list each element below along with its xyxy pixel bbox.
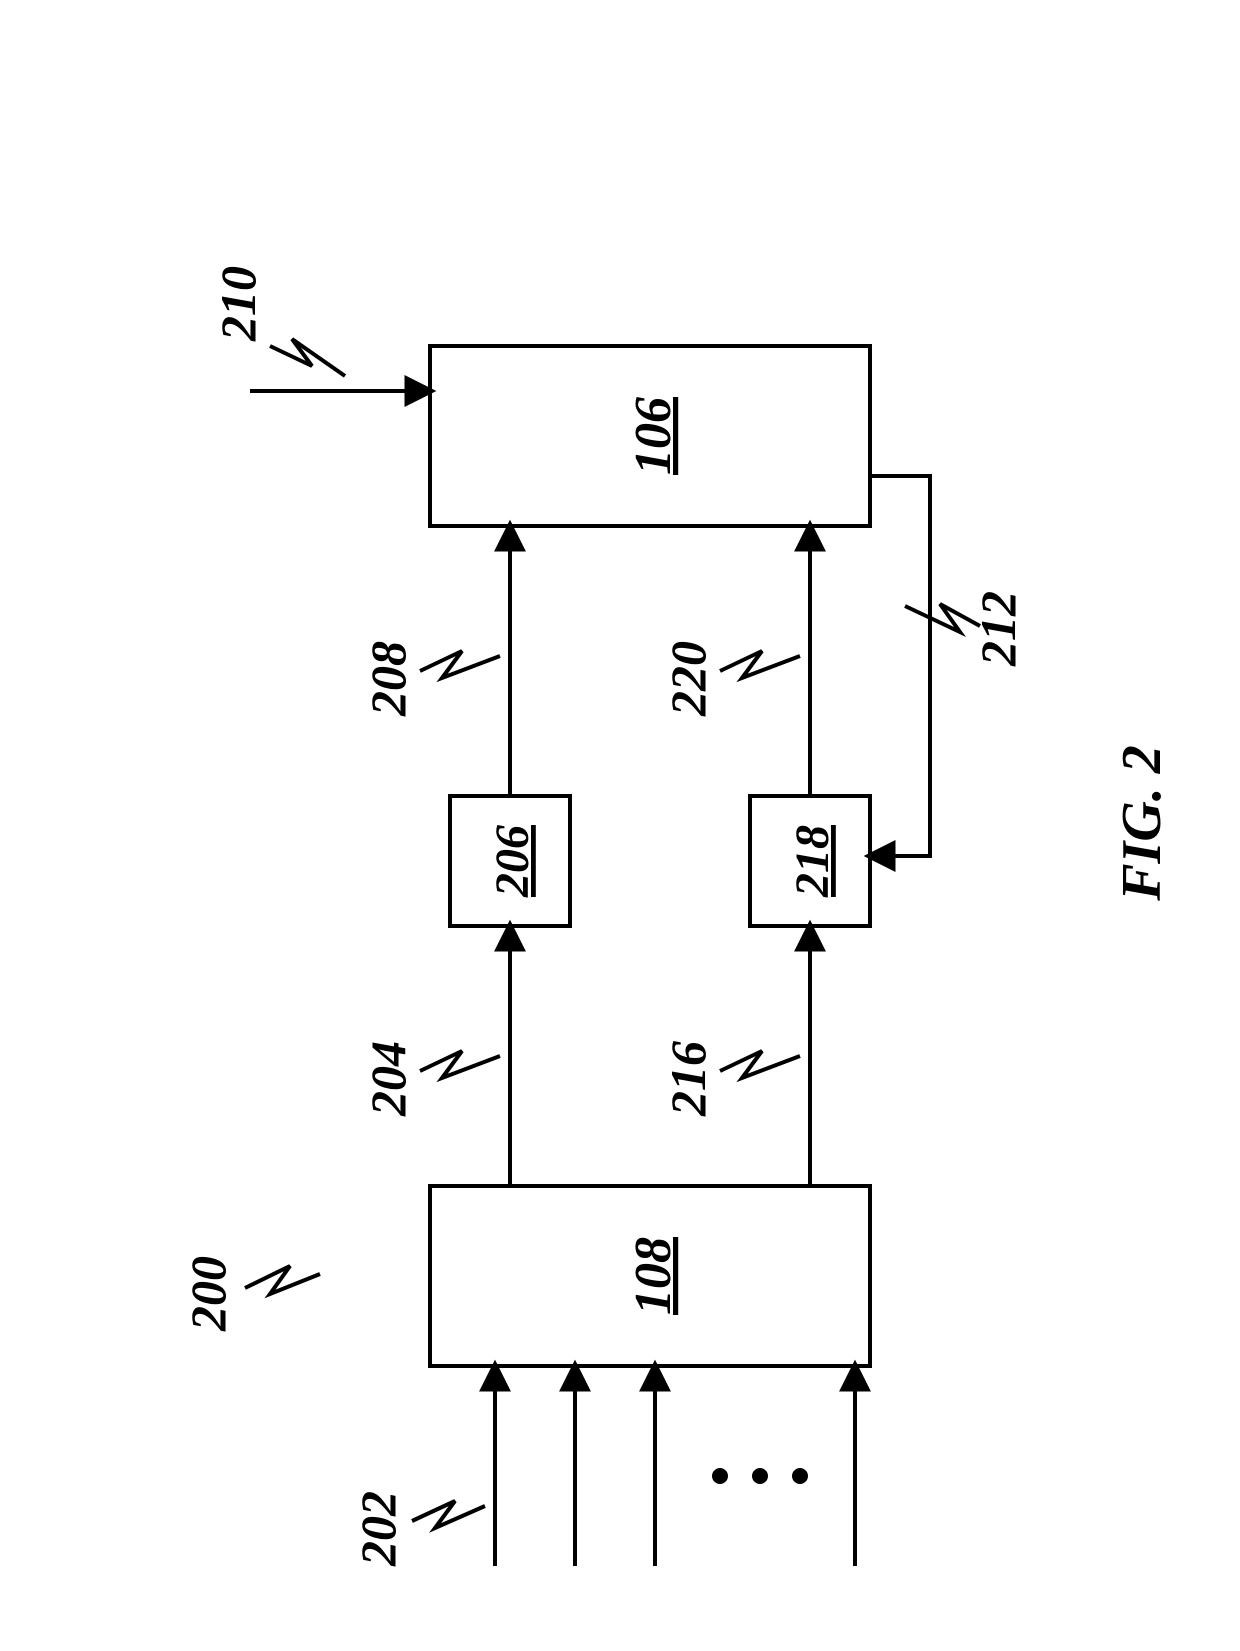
ref-204: 204 [360,1041,416,1117]
ellipsis-dot [752,1468,768,1484]
leader-202 [412,1501,485,1528]
ellipsis-dot [792,1468,808,1484]
ellipsis-dot [712,1468,728,1484]
block-106-label: 106 [625,397,682,475]
ref-212: 212 [970,591,1026,667]
ref-210: 210 [210,266,266,342]
leader-212 [905,604,980,632]
block-218-label: 218 [786,825,839,898]
ref-220: 220 [660,641,716,717]
leader-220 [720,651,800,678]
leader-200 [245,1266,320,1294]
edge-212 [870,476,930,856]
diagram-figure: 108 206 218 106 200 [0,0,1240,1646]
ref-208: 208 [360,641,416,717]
leader-204 [420,1051,500,1078]
ref-216: 216 [660,1041,716,1117]
ref-202: 202 [350,1491,406,1567]
leader-216 [720,1051,800,1078]
block-206-label: 206 [486,825,539,898]
leader-210 [270,339,345,376]
figure-caption: FIG. 2 [1111,745,1173,902]
block-108-label: 108 [625,1237,682,1315]
ref-200: 200 [180,1256,236,1332]
leader-208 [420,651,500,678]
